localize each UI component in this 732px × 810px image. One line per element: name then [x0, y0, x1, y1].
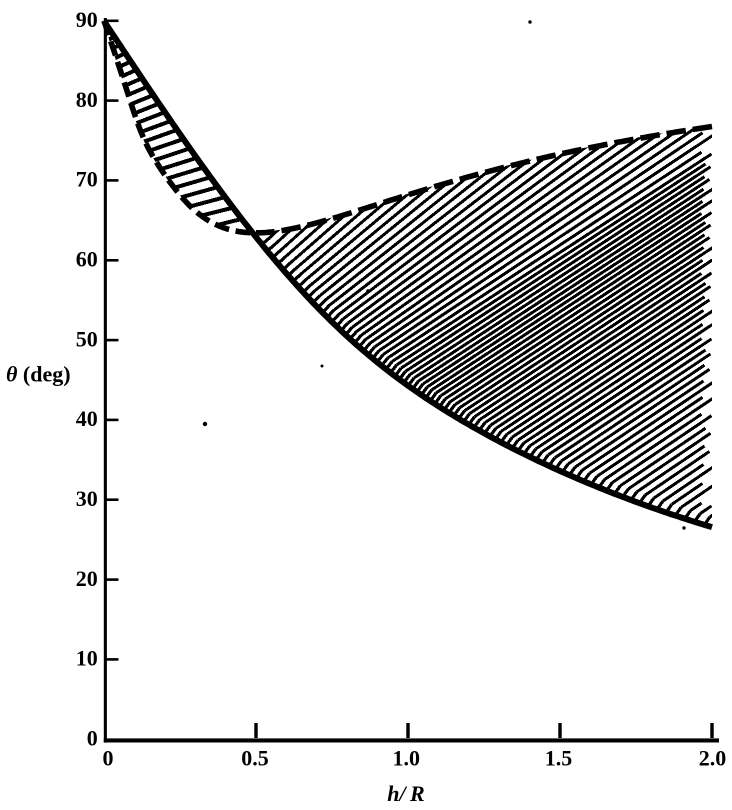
- svg-text:30: 30: [76, 486, 98, 511]
- svg-text:80: 80: [76, 87, 98, 112]
- svg-text:h/ R: h/ R: [387, 781, 424, 806]
- svg-text:70: 70: [76, 167, 98, 192]
- svg-text:60: 60: [76, 247, 98, 272]
- svg-text:1.0: 1.0: [393, 746, 421, 771]
- svg-text:90: 90: [76, 7, 98, 32]
- svg-text:50: 50: [76, 326, 98, 351]
- svg-text:40: 40: [76, 406, 98, 431]
- svg-text:10: 10: [76, 646, 98, 671]
- svg-text:0: 0: [103, 746, 114, 771]
- svg-text:1.5: 1.5: [545, 746, 573, 771]
- svg-text:0.5: 0.5: [241, 746, 269, 771]
- svg-text:θ (deg): θ (deg): [6, 362, 71, 387]
- svg-text:2.0: 2.0: [699, 746, 727, 771]
- svg-text:0: 0: [87, 726, 98, 751]
- svg-text:20: 20: [76, 566, 98, 591]
